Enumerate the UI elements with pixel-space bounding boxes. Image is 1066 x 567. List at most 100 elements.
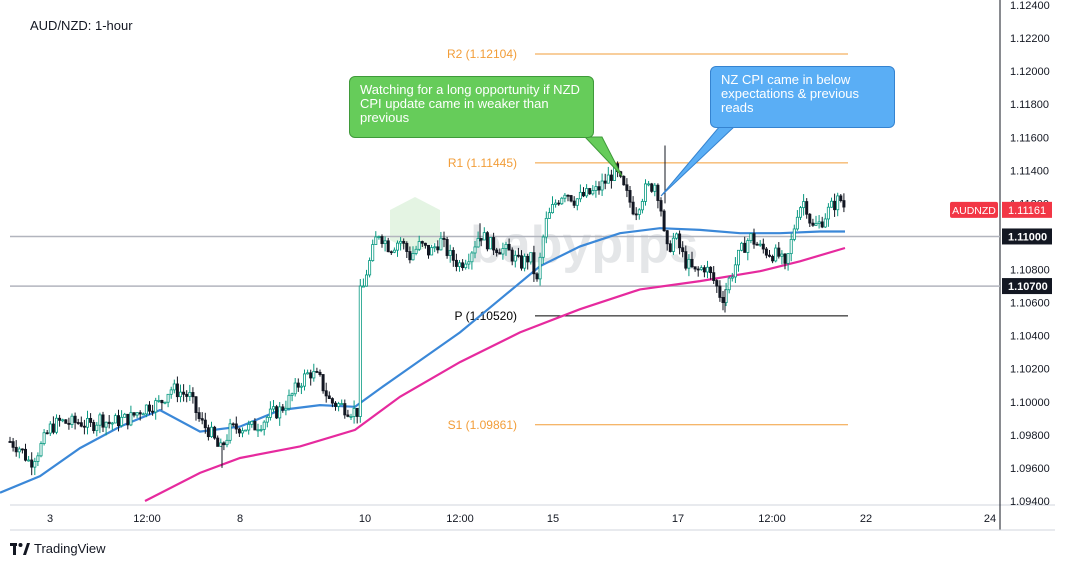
candle-body — [538, 256, 542, 280]
candle-body — [58, 417, 62, 421]
candle-body — [222, 442, 226, 446]
candle-body — [817, 221, 821, 224]
candle-body — [811, 222, 815, 226]
x-tick-label: 17 — [672, 513, 684, 525]
candle-body — [513, 254, 517, 262]
last-price-badge — [1002, 201, 1052, 218]
candle-body — [185, 393, 189, 397]
candle-body — [368, 260, 372, 276]
candle-body — [302, 373, 306, 387]
pivot-label: S1 (1.09861) — [448, 418, 517, 432]
candle-body — [73, 415, 77, 423]
candle-body — [306, 372, 310, 375]
candle-body — [45, 432, 49, 435]
candle-body — [386, 240, 390, 253]
candle-body — [504, 243, 508, 249]
candle-body — [752, 233, 756, 245]
candle-body — [349, 415, 353, 418]
candle-body — [408, 251, 412, 261]
candle-body — [640, 201, 644, 211]
level-price-badge — [1002, 228, 1052, 245]
candle-body — [659, 200, 663, 212]
candle-body — [668, 243, 672, 252]
tradingview-branding[interactable]: TradingView — [10, 541, 106, 556]
candle-body — [678, 233, 682, 249]
candle-body — [330, 398, 334, 404]
candle-body — [423, 242, 427, 246]
candle-body — [36, 455, 40, 462]
candle-body — [520, 255, 524, 269]
candle-body — [281, 406, 285, 411]
candle-body — [706, 266, 710, 273]
candle-body — [439, 237, 443, 251]
candle-body — [733, 264, 737, 278]
candle-body — [842, 200, 846, 208]
candle-body — [442, 237, 446, 240]
candle-body — [761, 243, 765, 250]
candle-body — [637, 209, 641, 215]
candle-body — [687, 258, 691, 269]
candle-body — [231, 423, 235, 426]
candle-body — [826, 206, 830, 220]
candle-body — [48, 423, 52, 434]
candle-body — [23, 448, 27, 461]
candle-body — [501, 248, 505, 255]
candle-body — [774, 247, 778, 262]
candle-body — [566, 194, 570, 197]
candle-body — [247, 424, 251, 431]
candle-body — [650, 183, 654, 192]
candle-body — [321, 374, 325, 392]
candle-body — [27, 459, 31, 462]
candle-body — [395, 242, 399, 251]
y-tick-label: 1.10200 — [1010, 364, 1050, 376]
candle-body — [194, 396, 198, 414]
candle-body — [727, 277, 731, 291]
candle-body — [696, 268, 700, 271]
candle-body — [833, 200, 837, 211]
candle-body — [777, 247, 781, 257]
pivot-label: R2 (1.12104) — [447, 47, 517, 61]
candle-body — [529, 252, 533, 263]
babypips-cube-icon — [390, 197, 440, 253]
candle-body — [240, 430, 244, 434]
candle-body — [275, 406, 279, 419]
y-tick-label: 1.09400 — [1010, 496, 1050, 508]
candle-body — [107, 421, 111, 424]
candle-body — [337, 403, 341, 407]
candle-body — [560, 197, 564, 205]
y-tick-label: 1.11600 — [1010, 132, 1049, 144]
candle-body — [699, 267, 703, 270]
candle-body — [684, 251, 688, 269]
price-badges: AUDNZD 1.11161 1.11000 1.10700 — [950, 201, 1052, 295]
candle-body — [377, 236, 381, 238]
candle-body — [690, 258, 694, 268]
candle-body — [166, 393, 170, 403]
candle-body — [216, 437, 220, 447]
candle-body — [662, 210, 666, 232]
candle-body — [743, 242, 747, 253]
candle-body — [389, 251, 393, 254]
candle-body — [789, 239, 793, 255]
candle-body — [14, 446, 18, 453]
candle-body — [836, 195, 840, 211]
candle-body — [259, 428, 263, 431]
candle-body — [830, 200, 834, 208]
candle-body — [225, 439, 229, 446]
candles — [8, 145, 846, 476]
candle-body — [82, 425, 86, 428]
candle-body — [11, 441, 15, 448]
candle-body — [271, 406, 275, 410]
candle-body — [213, 426, 217, 439]
candle-body — [163, 401, 167, 404]
candle-body — [402, 240, 406, 244]
candle-body — [293, 382, 297, 395]
candle-body — [492, 237, 496, 251]
candle-body — [299, 385, 303, 388]
candle-body — [495, 249, 499, 254]
y-tick-label: 1.10400 — [1010, 331, 1050, 343]
candle-body — [361, 285, 365, 288]
candle-body — [563, 194, 567, 199]
candle-body — [101, 414, 105, 428]
candle-body — [411, 253, 415, 261]
candle-body — [42, 432, 46, 444]
